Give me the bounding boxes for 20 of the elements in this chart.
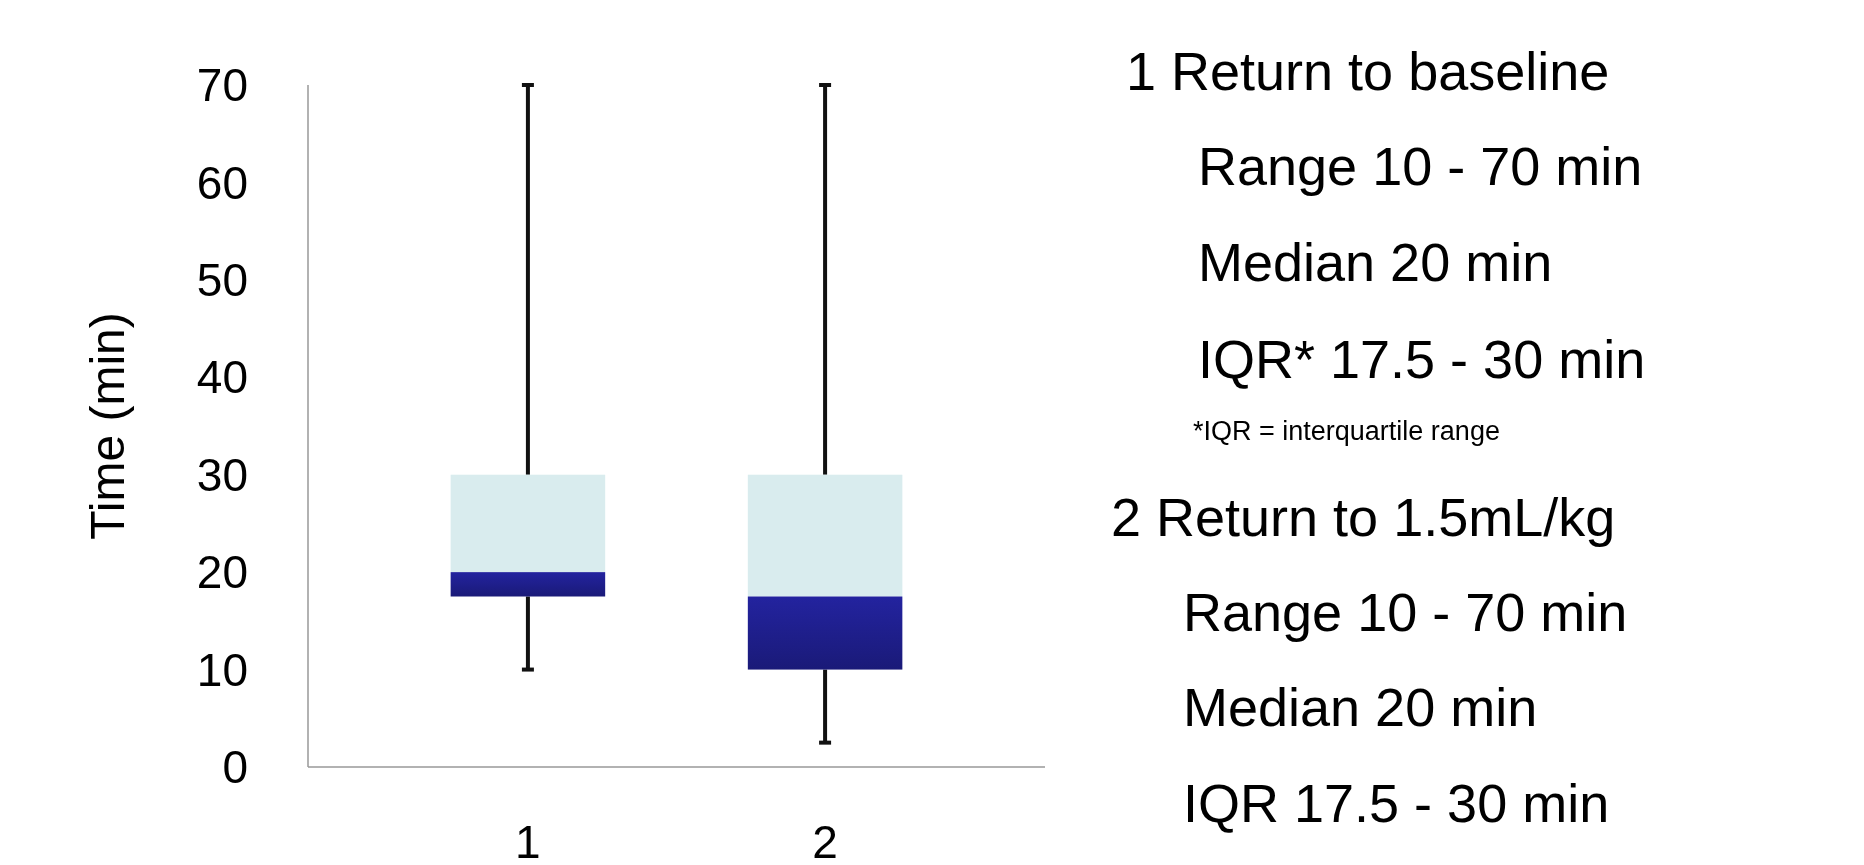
text: 2 Return to 1.5mL/kg xyxy=(1111,487,1616,547)
text: 1 Return to baseline xyxy=(1126,41,1610,101)
text: Median 20 min xyxy=(1198,232,1553,292)
text: IQR 17.5 - 30 min xyxy=(1183,773,1610,833)
y-axis-title: Time (min) xyxy=(81,312,134,540)
y-tick-label: 40 xyxy=(196,351,248,404)
y-tick-label: 60 xyxy=(196,156,248,209)
text: *IQR = interquartile range xyxy=(1193,416,1500,446)
y-tick-label: 0 xyxy=(222,741,248,794)
text: Median 20 min xyxy=(1183,677,1538,737)
x-tick-label: 2 xyxy=(812,816,838,865)
y-tick-label: 10 xyxy=(196,643,248,696)
text: Range 10 - 70 min xyxy=(1198,136,1643,196)
y-tick-label: 20 xyxy=(196,546,248,599)
y-tick-label: 70 xyxy=(196,59,248,112)
text: Range 10 - 70 min xyxy=(1183,582,1628,642)
x-tick-label: 1 xyxy=(515,816,541,865)
y-tick-label: 50 xyxy=(196,253,248,306)
y-tick-label: 30 xyxy=(196,448,248,501)
text: IQR* 17.5 - 30 min xyxy=(1198,329,1646,389)
